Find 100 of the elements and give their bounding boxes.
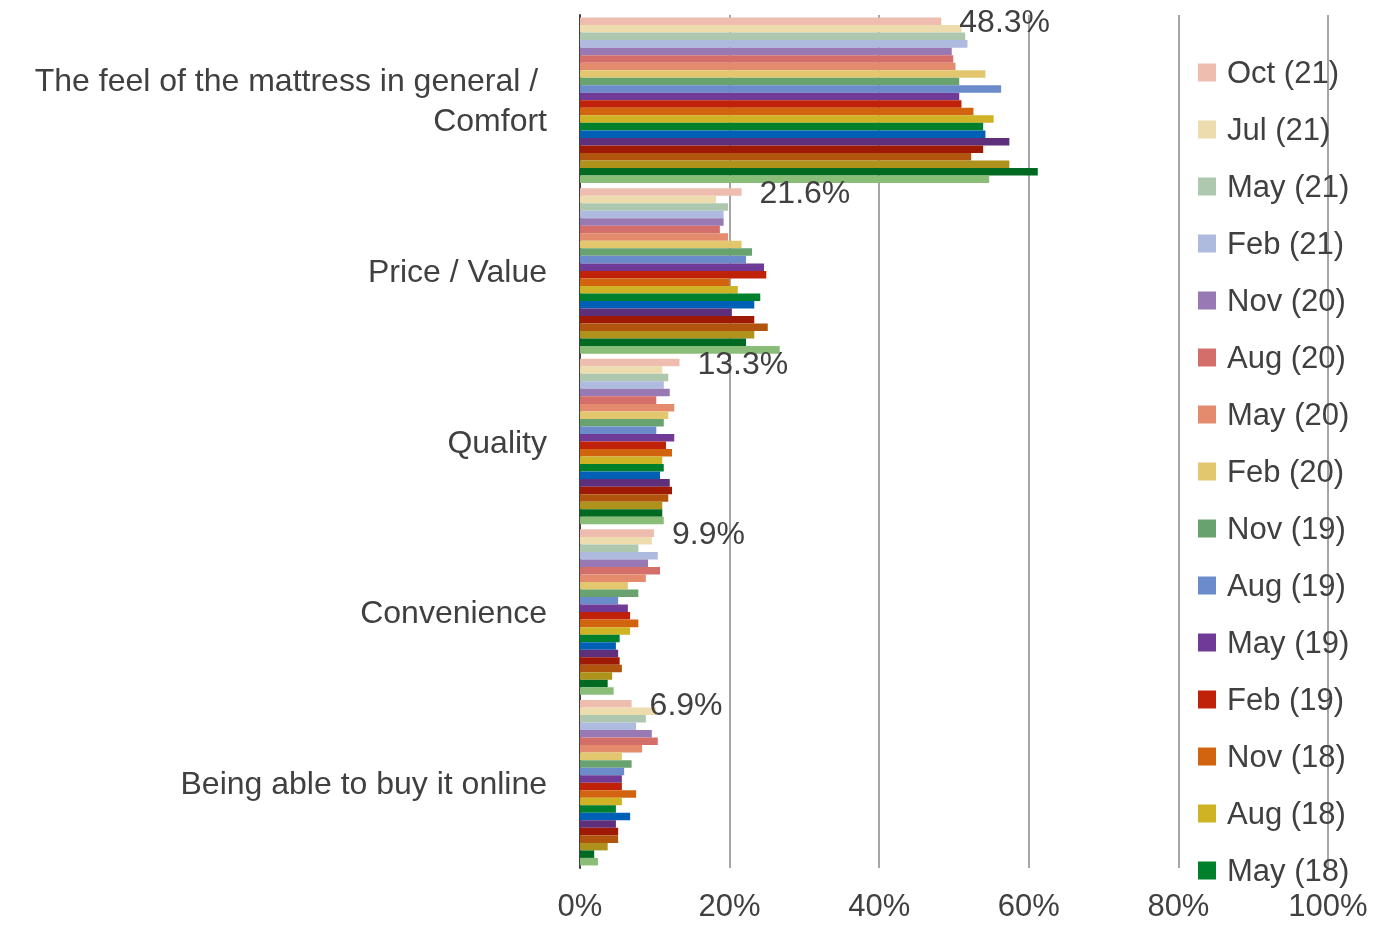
legend-label: Nov (20) xyxy=(1227,283,1346,318)
bar xyxy=(580,373,669,382)
data-label: 21.6% xyxy=(759,173,851,210)
legend-label: May (18) xyxy=(1227,853,1350,888)
bar xyxy=(580,805,616,813)
bar xyxy=(580,418,664,427)
bar xyxy=(580,130,986,138)
data-label: 9.9% xyxy=(672,515,745,552)
bar xyxy=(580,857,598,866)
bar xyxy=(580,255,747,264)
bar xyxy=(580,115,994,123)
bar xyxy=(580,612,631,620)
bar xyxy=(580,775,622,783)
bar xyxy=(580,233,729,241)
bar xyxy=(580,479,670,487)
bar xyxy=(580,218,724,226)
bar xyxy=(580,536,652,545)
bar xyxy=(580,137,1010,146)
legend-label: May (20) xyxy=(1227,397,1350,432)
x-tick-label: 80% xyxy=(1147,888,1210,923)
bar xyxy=(580,263,765,271)
bar xyxy=(580,308,732,317)
legend-label: Aug (19) xyxy=(1227,568,1346,603)
bar xyxy=(580,574,646,583)
bar xyxy=(580,62,956,71)
data-label: 48.3% xyxy=(959,3,1051,40)
bar xyxy=(580,346,780,354)
bar xyxy=(580,100,962,108)
bar xyxy=(580,278,730,286)
bar xyxy=(580,403,675,412)
bar xyxy=(580,107,974,116)
bar xyxy=(580,634,620,643)
bar xyxy=(580,737,658,746)
bar xyxy=(580,715,646,723)
bar xyxy=(580,300,755,309)
bar xyxy=(580,210,724,219)
bar xyxy=(580,827,619,836)
bar xyxy=(580,551,658,560)
bar xyxy=(580,323,768,332)
bar xyxy=(580,687,614,695)
bar xyxy=(580,358,680,367)
bar xyxy=(580,529,655,537)
bar xyxy=(580,835,619,843)
bar xyxy=(580,745,643,753)
legend-label: Feb (19) xyxy=(1227,682,1345,717)
legend-label: May (21) xyxy=(1227,169,1350,204)
x-tick-label: 40% xyxy=(848,888,911,923)
y-tick-label: Price / Value xyxy=(367,252,547,289)
legend-label: Aug (18) xyxy=(1227,796,1346,831)
bar xyxy=(580,381,664,389)
bar xyxy=(580,790,637,798)
bar xyxy=(580,55,954,63)
bar xyxy=(580,501,663,510)
bar xyxy=(580,449,672,457)
bar xyxy=(580,441,667,450)
legend-label: Nov (18) xyxy=(1227,739,1346,774)
legend-label: Feb (21) xyxy=(1227,226,1345,261)
bar xyxy=(580,730,652,738)
bar xyxy=(580,152,972,161)
bar xyxy=(580,188,742,196)
bar xyxy=(580,77,960,86)
bar xyxy=(580,657,620,665)
legend-label: Aug (20) xyxy=(1227,340,1346,375)
bar xyxy=(580,203,729,211)
bar xyxy=(580,316,755,324)
bar xyxy=(580,820,616,828)
bar xyxy=(580,168,1038,176)
legend-label: Feb (20) xyxy=(1227,454,1345,489)
bar xyxy=(580,331,755,339)
bar xyxy=(580,627,631,635)
bar xyxy=(580,699,632,708)
bar xyxy=(580,642,616,650)
bar xyxy=(580,582,628,590)
bar xyxy=(580,464,664,472)
bar xyxy=(580,722,637,731)
bar xyxy=(580,850,595,858)
bar xyxy=(580,293,761,301)
x-tick-label: 20% xyxy=(698,888,761,923)
x-tick-label: 0% xyxy=(557,888,603,923)
bar xyxy=(580,767,625,776)
bar xyxy=(580,649,619,658)
bar xyxy=(580,426,657,434)
bar xyxy=(580,240,742,249)
bar xyxy=(580,509,663,517)
x-tick-label: 60% xyxy=(997,888,1060,923)
bar xyxy=(580,225,720,234)
bar xyxy=(580,760,632,768)
legend-label: Nov (19) xyxy=(1227,511,1346,546)
bar xyxy=(580,566,661,575)
bar xyxy=(580,122,984,131)
bar xyxy=(580,812,631,821)
bar xyxy=(580,604,628,613)
bar xyxy=(580,752,622,761)
y-tick-label: Quality xyxy=(447,423,547,460)
bar xyxy=(580,248,753,256)
bar xyxy=(580,672,613,680)
bar xyxy=(580,664,622,673)
legend-label: Jul (21) xyxy=(1227,112,1331,147)
bar xyxy=(580,486,672,495)
bar xyxy=(580,396,657,404)
